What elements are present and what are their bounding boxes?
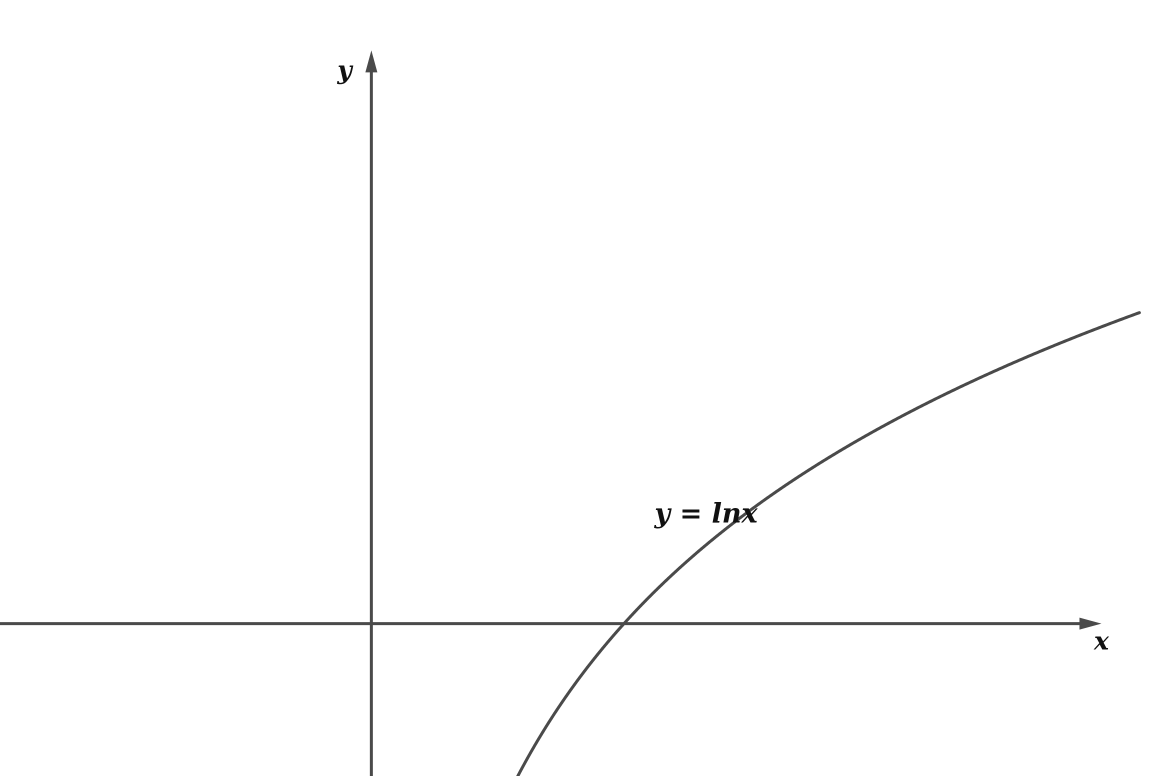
y-axis-arrow xyxy=(365,50,378,73)
y-axis-label: y xyxy=(336,56,353,85)
x-axis-label: x xyxy=(1093,627,1110,656)
x-axis-arrow xyxy=(1079,617,1102,630)
curve-label: y = lnx xyxy=(654,499,759,530)
ln-curve xyxy=(516,311,1141,776)
